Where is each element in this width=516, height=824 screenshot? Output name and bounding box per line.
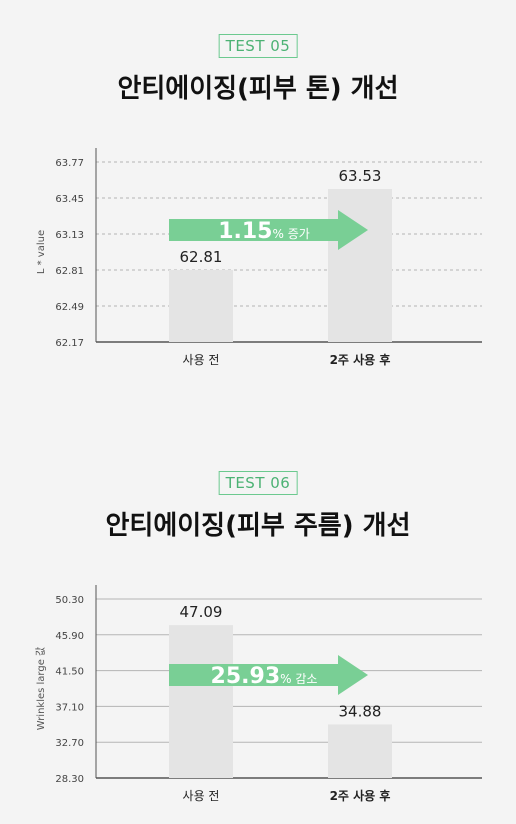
- test06-change-arrow: [169, 655, 368, 695]
- test06-change-unit: % 감소: [280, 672, 317, 686]
- test05-y-tick-label: 63.77: [55, 158, 84, 169]
- test06-bar-value-label: 34.88: [339, 702, 382, 720]
- test05-badge: TEST 05: [218, 34, 298, 58]
- test05-bar-value-label: 63.53: [339, 167, 382, 185]
- test05-chart: 63.77 63.45 63.13 62.81 62.49 62.17 L * value 6…: [36, 148, 482, 367]
- test06-badge: TEST 06: [218, 471, 298, 495]
- test06-bar-2: [328, 724, 392, 778]
- test06-bar-value-label: 47.09: [180, 603, 223, 621]
- test06-y-tick-label: 28.30: [55, 774, 84, 785]
- test05-x-tick-label: 2주 사용 후: [330, 352, 391, 367]
- test06-y-axis-label: Wrinkles large 값: [35, 647, 47, 731]
- test05-change-value: 1.15: [218, 219, 272, 244]
- test05-x-tick-label: 사용 전: [183, 353, 220, 367]
- test06-y-tick-label: 50.30: [55, 595, 84, 606]
- test05-change-label: 1.15% 증가: [218, 219, 310, 244]
- test06-x-tick-label: 사용 전: [183, 789, 220, 803]
- test06-change-label: 25.93% 감소: [211, 664, 318, 689]
- test05-change-unit: % 증가: [272, 227, 309, 241]
- test05-title: 안티에이징(피부 톤) 개선: [117, 74, 399, 104]
- test06-y-tick-label: 41.50: [55, 667, 84, 678]
- test06-x-tick-label: 2주 사용 후: [330, 788, 391, 803]
- test05-y-tick-label: 63.13: [55, 230, 84, 241]
- test05-y-tick-label: 62.49: [55, 302, 84, 313]
- test05-change-arrow: [169, 210, 368, 250]
- test06-y-tick-label: 37.10: [55, 702, 84, 713]
- test05-y-tick-label: 63.45: [55, 194, 84, 205]
- test06-y-tick-label: 32.70: [55, 738, 84, 749]
- test05-y-tick-label: 62.81: [55, 266, 84, 277]
- test05-bar-1: [169, 270, 233, 342]
- test06-title: 안티에이징(피부 주름) 개선: [105, 511, 411, 541]
- test06-bar-1: [169, 625, 233, 778]
- test06-y-tick-label: 45.90: [55, 631, 84, 642]
- test05-y-axis-label: L * value: [36, 230, 47, 274]
- test06-change-value: 25.93: [211, 664, 281, 689]
- test05-section: TEST 05 안티에이징(피부 톤) 개선 63.77 63.45 63.13 62…: [0, 0, 516, 400]
- test05-bar-value-label: 62.81: [180, 248, 223, 266]
- test05-y-tick-label: 62.17: [55, 338, 84, 349]
